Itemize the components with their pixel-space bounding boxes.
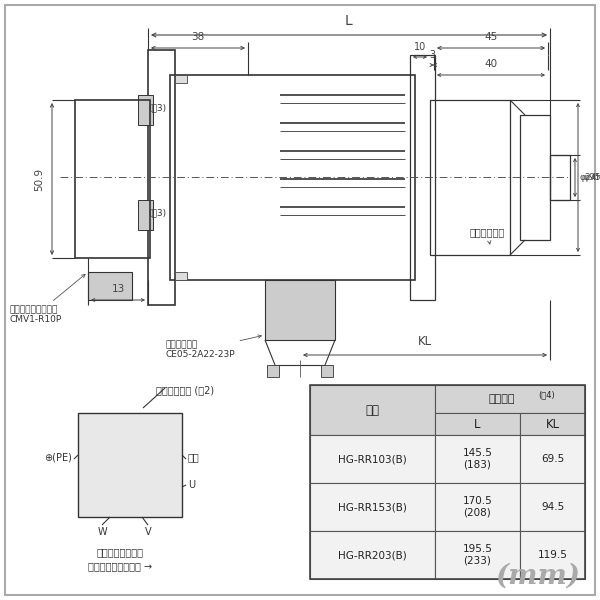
Text: 電磁ブレーキ (注2): 電磁ブレーキ (注2) [156, 385, 214, 395]
Bar [435, 385, 585, 413]
Bar [435, 531, 520, 579]
Circle shape [84, 491, 104, 511]
Text: 電源コネクタ配置: 電源コネクタ配置 [97, 547, 143, 557]
Text: L: L [474, 418, 481, 431]
Text: HG-RR103(B): HG-RR103(B) [338, 454, 407, 464]
Bar [520, 531, 585, 579]
Bar [410, 55, 435, 300]
Circle shape [102, 282, 118, 298]
Text: (注3): (注3) [148, 103, 166, 113]
Circle shape [105, 440, 155, 490]
Circle shape [98, 433, 162, 497]
Text: モータフランジ方向 →: モータフランジ方向 → [88, 561, 152, 571]
Circle shape [133, 478, 143, 487]
Text: U: U [188, 480, 195, 490]
Bar [267, 365, 279, 377]
Bar [520, 115, 550, 240]
Text: 電源コネクタ
CE05-2A22-23P: 電源コネクタ CE05-2A22-23P [165, 335, 262, 359]
Text: KL: KL [545, 418, 560, 431]
Text: 13: 13 [112, 284, 125, 294]
Bar [321, 365, 333, 377]
Bar [310, 385, 585, 579]
Text: 変化寸法: 変化寸法 [489, 394, 515, 404]
Text: キー: キー [188, 452, 200, 462]
Text: 145.5
(183): 145.5 (183) [463, 448, 493, 470]
Text: (注4): (注4) [538, 390, 555, 399]
Text: オイルシール: オイルシール [470, 227, 505, 244]
Bar [435, 413, 520, 435]
Bar [78, 413, 182, 517]
Bar [430, 100, 510, 255]
Circle shape [118, 478, 127, 487]
Text: HG-RR203(B): HG-RR203(B) [338, 550, 407, 560]
Bar [435, 435, 520, 483]
Circle shape [156, 491, 176, 511]
Text: V: V [145, 527, 151, 537]
Text: 69.5: 69.5 [541, 454, 564, 464]
Text: 170.5
(208): 170.5 (208) [463, 496, 493, 518]
Bar [265, 280, 335, 340]
Bar [175, 75, 187, 83]
Circle shape [139, 451, 148, 461]
Bar [138, 200, 153, 230]
Bar [175, 272, 187, 280]
Text: 形名: 形名 [365, 403, 380, 416]
Text: 195.5
(233): 195.5 (233) [463, 544, 493, 566]
Text: 10: 10 [414, 42, 426, 52]
Circle shape [142, 466, 151, 475]
Bar [138, 95, 153, 125]
Text: φ24h6: φ24h6 [580, 173, 600, 181]
Text: HG-RR153(B): HG-RR153(B) [338, 502, 407, 512]
Text: 94.5: 94.5 [541, 502, 564, 512]
Text: (注3): (注3) [148, 208, 166, 217]
Bar [75, 100, 150, 258]
Text: ⊕(PE): ⊕(PE) [44, 452, 72, 462]
Bar [520, 413, 585, 435]
Text: 119.5: 119.5 [538, 550, 568, 560]
Bar [310, 385, 435, 435]
Bar [170, 75, 415, 280]
Text: 38: 38 [191, 32, 205, 42]
Circle shape [84, 419, 104, 439]
Bar [550, 155, 570, 200]
Text: L: L [345, 14, 353, 28]
Bar [88, 272, 132, 300]
Bar [435, 483, 520, 531]
Circle shape [113, 451, 121, 461]
Bar [310, 435, 435, 483]
Text: 3: 3 [429, 50, 435, 60]
Text: W: W [97, 527, 107, 537]
Text: φ95h7: φ95h7 [583, 173, 600, 181]
Circle shape [125, 443, 134, 451]
Text: 40: 40 [484, 59, 497, 69]
Bar [520, 435, 585, 483]
Bar [520, 483, 585, 531]
Text: エンコーダコネクタ
CMV1-R10P: エンコーダコネクタ CMV1-R10P [10, 274, 85, 325]
Bar [310, 531, 435, 579]
Bar [310, 483, 435, 531]
Text: 45: 45 [484, 32, 497, 42]
Circle shape [156, 419, 176, 439]
Text: 50.9: 50.9 [34, 167, 44, 191]
Bar [148, 50, 175, 305]
Text: KL: KL [418, 335, 432, 348]
Text: (mm): (mm) [495, 563, 580, 590]
Circle shape [110, 466, 119, 475]
